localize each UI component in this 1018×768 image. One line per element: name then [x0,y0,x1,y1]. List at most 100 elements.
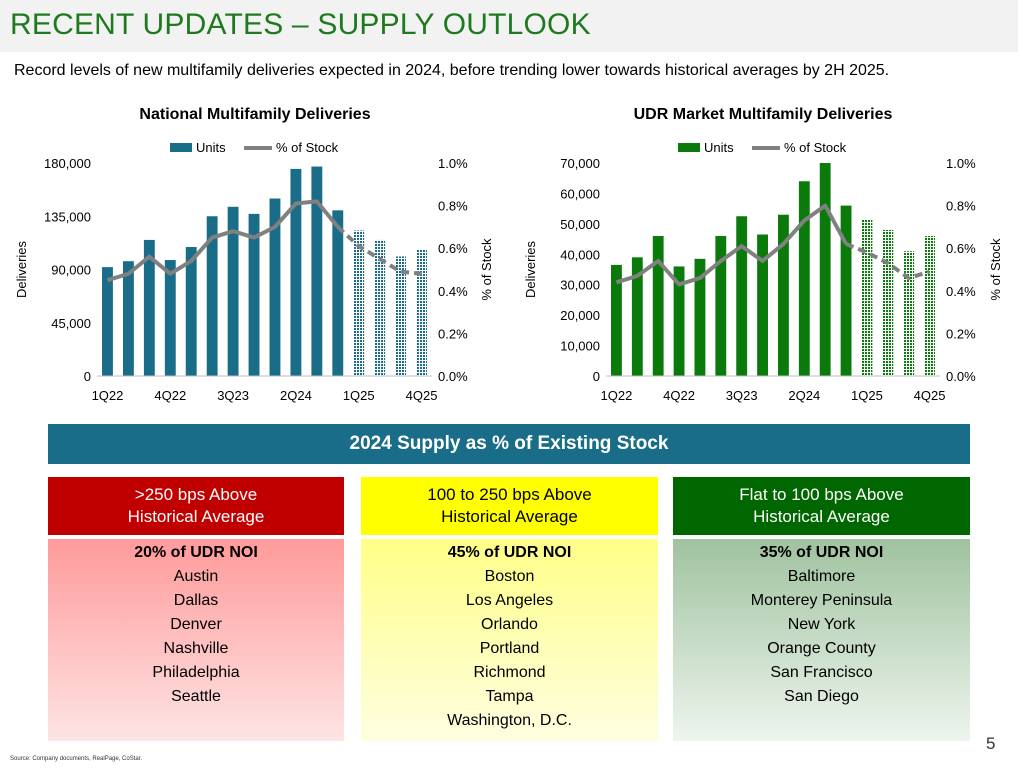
bar [227,206,239,376]
bar [757,234,768,376]
market-list-item: Austin [173,568,219,585]
x-tick-label: 4Q25 [914,388,946,403]
forecast-bar [882,229,894,376]
y2-axis-title: % of Stock [479,238,494,301]
x-tick-label: 1Q25 [343,388,375,403]
bar [736,216,748,376]
y-tick-label: 50,000 [560,217,600,232]
y-axis-title: Deliveries [14,240,29,298]
national-deliveries-chart: National Multifamily Deliveries Units % of… [0,100,505,415]
bar [311,166,323,376]
market-list-item: New York [787,616,856,633]
market-list-item: San Diego [784,688,859,705]
market-list-item: Los Angeles [465,592,554,609]
y2-tick-label: 0.0% [438,369,468,384]
bar [652,236,664,376]
bar [290,168,302,376]
title-bar [0,0,1018,52]
bar [143,239,155,376]
column-body-red: 20% of UDR NOI Austin Dallas Denver Nash… [48,539,344,741]
column-body-yellow: 45% of UDR NOI Boston Los Angeles Orland… [361,539,658,741]
legend-stock-label: % of Stock [276,140,339,155]
column-header-line2: Historical Average [441,507,578,526]
bar [673,266,685,376]
y-tick-label: 20,000 [560,308,600,323]
market-list-item: Portland [479,640,540,657]
market-list-item: Dallas [173,592,219,609]
bar [248,213,260,376]
market-list-item: San Francisco [770,664,873,681]
stock-line-actual [615,203,848,287]
column-header-line1: >250 bps Above [134,485,258,504]
y2-tick-label: 0.0% [946,369,976,384]
bar [269,198,281,376]
udr-deliveries-chart: UDR Market Multifamily Deliveries Units % … [508,100,1018,415]
stock-line-actual [106,199,340,283]
x-tick-label: 2Q24 [280,388,312,403]
forecast-bar [374,239,386,376]
market-list-item: Orlando [481,616,538,633]
stock-line-forecast [336,225,422,276]
bar [819,163,831,376]
x-tick-label: 2Q24 [788,388,820,403]
forecast-bar [416,249,427,376]
y2-tick-label: 0.8% [438,199,468,214]
market-list-item: Tampa [485,688,534,705]
y-tick-label: 135,000 [44,209,91,224]
forecast-bar [924,236,935,376]
legend-units-swatch [170,143,192,152]
forecast-bar [395,256,407,376]
market-list-item: Washington, D.C. [447,712,572,729]
y-tick-label: 0 [593,369,600,384]
bar [206,216,218,376]
y-tick-label: 70,000 [560,156,600,171]
x-tick-label: 4Q22 [663,388,695,403]
chart-title: UDR Market Multifamily Deliveries [634,106,893,123]
y2-tick-label: 0.4% [946,284,976,299]
y2-tick-label: 1.0% [438,156,468,171]
noi-share: 45% of UDR NOI [447,544,572,561]
page-subtitle: Record levels of new multifamily deliver… [14,62,890,79]
y2-tick-label: 1.0% [946,156,976,171]
y-tick-label: 10,000 [560,339,600,354]
bar [631,257,643,376]
bar [798,181,810,376]
stock-line-forecast [845,242,931,281]
forecast-bar [903,251,915,376]
bar [840,205,852,376]
forecast-bar [861,219,873,376]
x-tick-label: 1Q22 [92,388,124,403]
market-list-item: Denver [170,616,222,633]
y-tick-label: 0 [84,369,91,384]
legend-units-swatch [678,143,700,152]
y2-axis-title: % of Stock [988,238,1003,301]
y-tick-label: 180,000 [44,156,91,171]
y2-tick-label: 0.6% [438,241,468,256]
bar [332,210,344,376]
y2-tick-label: 0.2% [438,326,468,341]
bar [164,260,176,376]
market-list-item: Monterey Peninsula [750,592,893,609]
supply-banner: 2024 Supply as % of Existing Stock [48,424,970,464]
column-header-green: Flat to 100 bps Above Historical Average [673,477,970,535]
column-header-line2: Historical Average [127,507,265,526]
column-header-line1: Flat to 100 bps Above [739,485,904,504]
y2-tick-label: 0.8% [946,199,976,214]
market-list-item: Nashville [163,640,229,657]
bar [185,247,197,376]
market-list-item: Seattle [171,688,221,705]
column-header-yellow: 100 to 250 bps Above Historical Average [361,477,658,535]
market-list-item: Richmond [473,664,546,681]
x-tick-label: 1Q22 [601,388,633,403]
column-header-line2: Historical Average [753,507,890,526]
x-tick-label: 4Q22 [154,388,186,403]
market-list-item: Baltimore [787,568,856,585]
bar [715,236,727,376]
bar [778,214,789,376]
page-title: RECENT UPDATES – SUPPLY OUTLOOK [10,8,591,41]
bar [122,261,134,376]
column-header-red: >250 bps Above Historical Average [48,477,344,535]
x-tick-label: 4Q25 [406,388,438,403]
column-body-green: 35% of UDR NOI Baltimore Monterey Penins… [673,539,970,741]
bar [611,264,622,376]
